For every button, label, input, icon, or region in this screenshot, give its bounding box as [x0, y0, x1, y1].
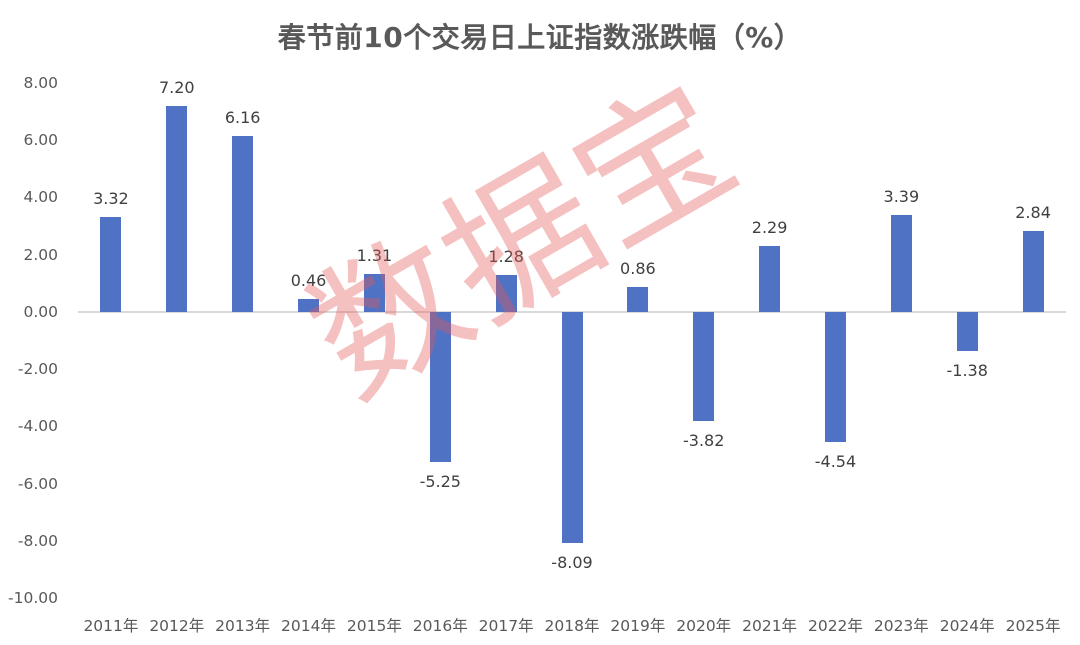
x-axis-tick-label: 2022年 — [807, 617, 863, 635]
y-axis-tick-label: 6.00 — [23, 131, 58, 150]
chart-title: 春节前10个交易日上证指数涨跌幅（%） — [277, 21, 803, 54]
bar-2016 — [429, 311, 451, 463]
bar-2020 — [693, 311, 715, 422]
data-label: -1.38 — [946, 361, 988, 381]
bar-2015 — [363, 274, 385, 312]
x-axis-tick-label: 2016年 — [412, 617, 468, 635]
y-axis-tick-label: -8.00 — [17, 531, 58, 550]
y-axis-tick-label: 0.00 — [23, 302, 58, 321]
data-label: 7.20 — [158, 77, 195, 97]
x-axis-tick-label: 2019年 — [610, 617, 666, 635]
x-axis-tick-label: 2025年 — [1005, 617, 1061, 635]
data-label: 0.46 — [290, 270, 327, 290]
data-label: 3.32 — [93, 188, 129, 208]
x-axis-tick-label: 2013年 — [215, 617, 271, 635]
bar-2012 — [166, 105, 188, 312]
bar-2023 — [890, 214, 912, 312]
x-axis-tick-label: 2017年 — [478, 617, 534, 635]
data-label: 2.29 — [751, 218, 788, 238]
x-axis-tick-label: 2012年 — [149, 617, 205, 635]
y-axis-tick-label: 4.00 — [23, 188, 58, 207]
y-axis-tick-label: -4.00 — [17, 417, 58, 436]
y-axis-tick-label: 8.00 — [23, 74, 58, 92]
data-label: 6.16 — [224, 107, 261, 127]
x-axis-tick-label: 2014年 — [281, 617, 336, 635]
data-label: 1.31 — [356, 246, 393, 266]
bar-2013 — [232, 135, 254, 312]
bar-2011 — [100, 216, 122, 312]
x-axis-tick-label: 2021年 — [742, 617, 798, 635]
bar-2018 — [561, 311, 583, 544]
bar-2025 — [1022, 230, 1044, 312]
y-axis-tick-label: 2.00 — [23, 245, 58, 264]
data-label: -8.09 — [551, 553, 593, 573]
y-axis-tick-label: -6.00 — [17, 474, 58, 493]
y-axis-tick-label: -2.00 — [17, 360, 58, 379]
bar-2014 — [298, 298, 320, 312]
y-axis-tick-label: -10.00 — [8, 589, 58, 607]
bar-2024 — [956, 311, 978, 352]
data-label: 2.84 — [1015, 202, 1051, 222]
x-axis-tick-label: 2023年 — [873, 617, 929, 635]
bar-2019 — [627, 287, 649, 312]
data-label: 3.39 — [883, 186, 920, 206]
bar-2021 — [759, 246, 781, 312]
data-label: 1.28 — [488, 247, 524, 267]
x-axis-tick-label: 2024年 — [939, 617, 995, 635]
data-label: -3.82 — [683, 431, 725, 451]
bar-2017 — [495, 275, 517, 312]
x-axis-tick-label: 2020年 — [676, 617, 732, 635]
x-axis-tick-label: 2011年 — [83, 617, 139, 635]
data-label: 0.86 — [620, 259, 656, 279]
x-axis-tick-label: 2018年 — [544, 617, 600, 635]
data-label: -4.54 — [814, 451, 857, 471]
data-label: -5.25 — [419, 472, 461, 492]
bar-2022 — [824, 311, 846, 442]
x-axis-tick-label: 2015年 — [346, 617, 402, 635]
